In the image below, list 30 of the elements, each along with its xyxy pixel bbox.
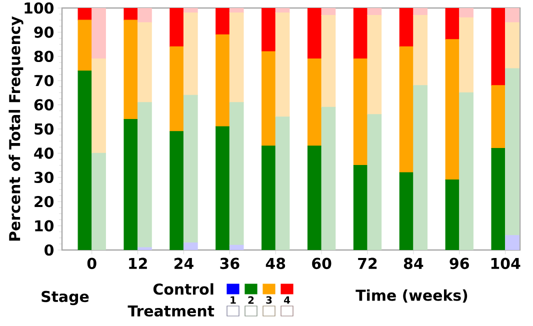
legend-label: 4 <box>284 296 290 304</box>
legend-label: 3 <box>266 296 272 304</box>
y-tick-label: 70 <box>34 74 54 86</box>
legend-label: 2 <box>248 296 254 304</box>
y-tick-label: 20 <box>34 196 54 208</box>
x-tick-label: 84 <box>404 258 424 270</box>
x-tick-label: 96 <box>450 258 469 270</box>
x-tick-label: 48 <box>266 258 286 270</box>
legend-title: Stage <box>42 290 89 306</box>
x-axis-title: Time (weeks) <box>356 289 468 303</box>
y-tick-label: 90 <box>34 26 54 38</box>
x-tick-label: 60 <box>312 258 332 270</box>
x-tick-label: 36 <box>220 258 240 270</box>
y-tick-label: 50 <box>34 123 54 135</box>
legend-label: 1 <box>230 296 236 304</box>
x-tick-label: 72 <box>358 258 377 269</box>
x-tick-label: 24 <box>174 258 194 269</box>
y-tick-label: 10 <box>35 220 54 232</box>
text: Treatment <box>128 305 214 317</box>
x-tick-label: 12 <box>129 258 147 269</box>
y-tick-label: 60 <box>34 99 54 110</box>
x-tick-label: 104 <box>491 258 520 270</box>
y-tick-label: 100 <box>24 2 54 14</box>
x-tick-label: 0 <box>87 258 96 270</box>
y-tick-label: 40 <box>34 148 54 159</box>
y-axis-title: Percent of Total Frequency <box>8 16 24 241</box>
y-tick-label: 0 <box>44 244 54 256</box>
text: Control <box>153 283 214 295</box>
y-tick-label: 80 <box>34 50 54 62</box>
y-tick-label: 30 <box>34 172 54 184</box>
